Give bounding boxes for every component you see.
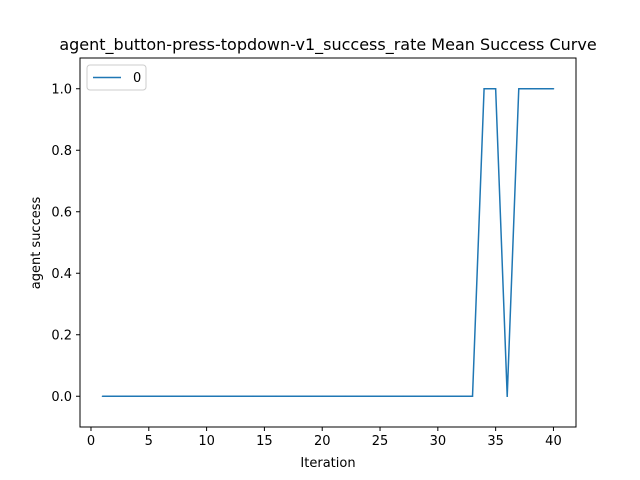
x-tick-label: 35 <box>487 434 504 449</box>
data-point <box>413 395 416 398</box>
data-point <box>471 395 474 398</box>
data-point <box>275 395 277 398</box>
x-tick-label: 0 <box>87 434 95 449</box>
data-point <box>240 395 243 398</box>
data-point <box>147 395 150 398</box>
data-point <box>252 395 254 398</box>
data-point <box>101 395 104 398</box>
legend-label: 0 <box>133 71 141 86</box>
y-tick-label: 0.0 <box>51 390 72 405</box>
y-tick-label: 0.6 <box>51 205 72 220</box>
data-point <box>113 395 115 398</box>
data-point <box>494 87 497 90</box>
data-point <box>506 395 509 398</box>
chart-title: agent_button-press-topdown-v1_success_ra… <box>59 35 596 55</box>
axes-frame <box>79 57 577 428</box>
series-line <box>102 88 554 397</box>
data-point <box>437 395 439 398</box>
y-tick-label: 0.8 <box>51 144 72 159</box>
data-point <box>552 87 555 90</box>
data-point <box>159 395 162 398</box>
data-point <box>529 87 532 90</box>
data-point <box>263 395 266 398</box>
y-tick-label: 0.4 <box>51 267 72 282</box>
data-point <box>517 87 520 90</box>
data-point <box>460 395 462 398</box>
data-point <box>205 395 208 398</box>
x-tick-label: 15 <box>256 434 273 449</box>
data-point <box>483 87 485 90</box>
data-point <box>379 395 381 398</box>
data-point <box>217 395 219 398</box>
data-point <box>344 395 347 398</box>
data-point <box>332 395 335 398</box>
data-point <box>390 395 393 398</box>
data-point <box>425 395 428 398</box>
y-tick-label: 1.0 <box>51 82 72 97</box>
data-point <box>356 395 358 398</box>
data-point <box>321 395 324 398</box>
x-tick-label: 5 <box>145 434 153 449</box>
y-tick-label: 0.2 <box>51 328 72 343</box>
y-axis-label: agent success <box>29 197 44 290</box>
data-point <box>182 395 185 398</box>
data-point <box>228 395 231 398</box>
x-tick-label: 40 <box>545 434 562 449</box>
data-point <box>286 395 289 398</box>
data-point <box>367 395 370 398</box>
legend: 0 <box>86 64 147 91</box>
data-point <box>541 87 543 90</box>
x-tick-label: 10 <box>198 434 215 449</box>
data-point <box>194 395 196 398</box>
data-point <box>136 395 139 398</box>
data-point <box>448 395 451 398</box>
data-point <box>309 395 312 398</box>
data-point <box>124 395 127 398</box>
data-point <box>298 395 300 398</box>
data-point <box>402 395 404 398</box>
plot-area: 0 5 10 15 20 25 30 35 40 0.0 0.2 0.4 0.6 0.8 1.0 0 <box>51 57 577 449</box>
x-tick-label: 25 <box>372 434 389 449</box>
x-tick-label: 20 <box>314 434 331 449</box>
x-tick-label: 30 <box>430 434 447 449</box>
x-axis-label: Iteration <box>300 456 355 471</box>
data-point <box>171 395 173 398</box>
